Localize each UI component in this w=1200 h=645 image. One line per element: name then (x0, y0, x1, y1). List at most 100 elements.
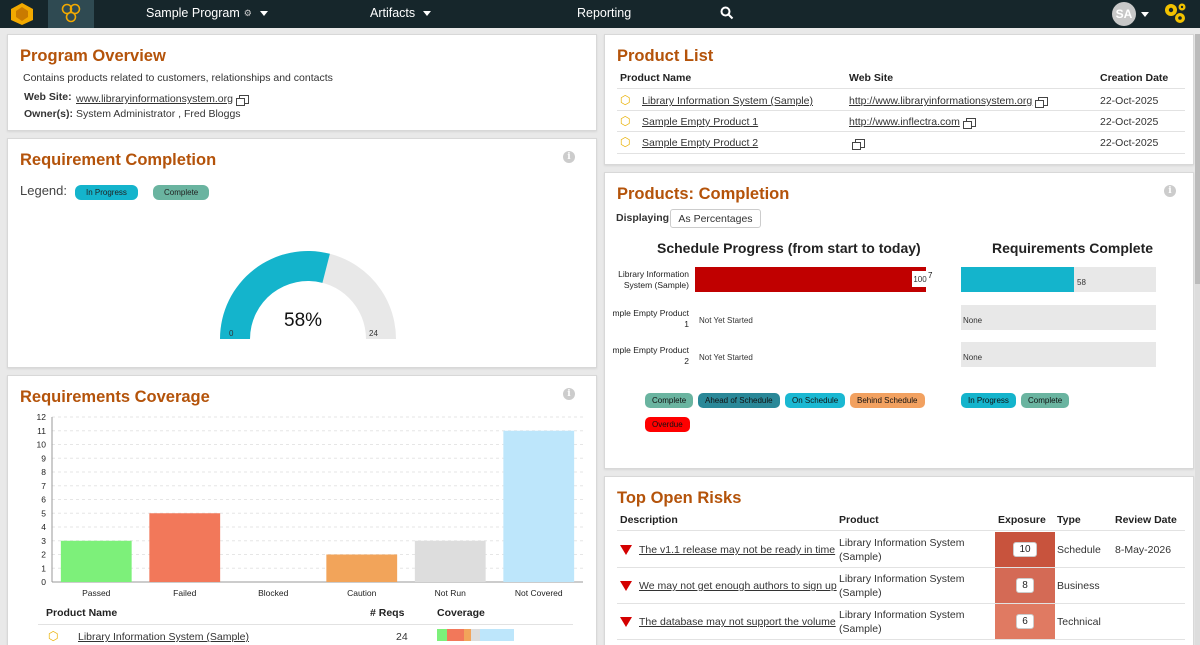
top-nav-bar: Sample Program ⚙ Artifacts Reporting SA (0, 0, 1200, 28)
owners-label: Owner(s): (24, 108, 74, 120)
product-date: 22-Oct-2025 (1100, 116, 1159, 128)
info-icon[interactable]: i (563, 388, 575, 400)
exposure-cell: 6 (995, 604, 1055, 639)
coverage-row-product-link[interactable]: Library Information System (Sample) (78, 631, 249, 643)
exposure-value: 10 (1013, 542, 1037, 557)
chevron-down-icon (423, 10, 432, 16)
risk-product: Library Information System (Sample) (839, 573, 965, 599)
req-bar-fill (961, 267, 1075, 292)
top-open-risks-title: Top Open Risks (617, 489, 742, 507)
legend-in-progress[interactable]: In Progress (961, 393, 1016, 408)
y-tick-label: 12 (37, 412, 47, 422)
x-tick-label: Not Run (435, 588, 466, 598)
divider (617, 88, 1185, 89)
product-name-link[interactable]: Library Information System (Sample) (642, 95, 813, 107)
coverage-col-coverage: Coverage (437, 607, 485, 619)
search-icon[interactable] (720, 6, 734, 23)
user-menu-chevron-icon[interactable] (1141, 12, 1149, 17)
divider (617, 153, 1185, 154)
req-bar-value: None (963, 353, 983, 362)
legend-overdue[interactable]: Overdue (645, 417, 690, 432)
legend-complete-label: Complete (153, 185, 210, 200)
schedule-bar-elapsed (695, 267, 926, 292)
gauge-min: 0 (229, 329, 234, 338)
program-switcher-icon[interactable] (48, 0, 94, 28)
page-scrollbar[interactable] (1195, 34, 1200, 645)
gauge-max: 24 (369, 329, 378, 338)
products-completion-title: Products: Completion (617, 185, 790, 203)
schedule-product-label: Library Information System (Sample) (618, 269, 689, 290)
coverage-segment-not-covered (480, 629, 514, 641)
displaying-select[interactable]: As Percentages (670, 209, 761, 228)
coverage-bar-passed (60, 540, 132, 582)
program-menu[interactable]: Sample Program ⚙ (146, 6, 268, 20)
product-website-cell (849, 137, 865, 150)
divider (617, 110, 1185, 111)
y-tick-label: 2 (41, 550, 46, 560)
legend-complete[interactable]: Complete (1021, 393, 1070, 408)
reporting-menu-label: Reporting (577, 6, 632, 20)
y-tick-label: 1 (41, 563, 46, 573)
spira-logo-icon[interactable] (6, 2, 38, 26)
requirement-completion-title: Requirement Completion (20, 151, 217, 169)
requirements-chart-title: Requirements Complete (992, 240, 1154, 256)
website-link[interactable]: www.libraryinformationsystem.org (76, 93, 233, 105)
req-bar-value: 58 (1077, 278, 1086, 287)
product-col-website: Web Site (849, 72, 894, 84)
product-website-link[interactable]: http://www.inflectra.com (849, 116, 960, 128)
product-website-link[interactable]: http://www.libraryinformationsystem.org (849, 95, 1033, 107)
schedule-chart-title: Schedule Progress (from start to today) (657, 240, 921, 256)
exposure-cell: 8 (995, 568, 1055, 603)
divider (617, 131, 1185, 132)
product-col-name: Product Name (620, 72, 692, 84)
schedule-bar-percent: 100 (912, 271, 928, 287)
open-external-icon[interactable] (235, 94, 249, 106)
user-avatar[interactable]: SA (1112, 2, 1136, 26)
legend-complete[interactable]: Complete (153, 182, 210, 200)
product-name-link[interactable]: Sample Empty Product 1 (642, 116, 759, 128)
legend-ahead-of-schedule[interactable]: Ahead of Schedule (698, 393, 780, 408)
coverage-bar-not-run (414, 540, 486, 582)
schedule-bar-days: 7 (928, 271, 933, 280)
artifacts-menu[interactable]: Artifacts (370, 6, 432, 20)
requirements-coverage-title: Requirements Coverage (20, 388, 210, 406)
legend-in-progress[interactable]: In Progress (75, 182, 138, 200)
legend-on-schedule[interactable]: On Schedule (785, 393, 846, 408)
product-name-link[interactable]: Sample Empty Product 2 (642, 137, 759, 149)
requirements-coverage-card: Requirements Coverage i 0 1 2 3 4 5 6 7 8 9 10 11 12… (7, 375, 597, 645)
risk-col-type: Type (1057, 514, 1081, 526)
product-col-date: Creation Date (1100, 72, 1169, 84)
website-row: www.libraryinformationsystem.org (76, 93, 249, 106)
open-external-icon[interactable] (852, 138, 865, 150)
info-icon[interactable]: i (1164, 185, 1176, 197)
risk-type: Technical (1057, 616, 1101, 628)
risk-description-link[interactable]: We may not get enough authors to sign up (639, 580, 837, 592)
risk-description-link[interactable]: The v1.1 release may not be ready in tim… (639, 544, 836, 556)
x-tick-label: Caution (347, 588, 377, 598)
legend-behind-schedule[interactable]: Behind Schedule (850, 393, 925, 408)
gauge-percent: 58% (284, 310, 323, 331)
product-hex-icon: ⬡ (48, 629, 59, 643)
legend-complete[interactable]: Complete (645, 393, 694, 408)
open-external-icon[interactable] (962, 117, 976, 129)
reporting-menu[interactable]: Reporting (577, 6, 631, 20)
top-open-risks-card: Top Open Risks Description Product Expos… (604, 476, 1194, 645)
risk-col-product: Product (839, 514, 879, 526)
info-icon[interactable]: i (563, 151, 575, 163)
x-tick-label: Not Covered (515, 588, 563, 598)
risk-description-link[interactable]: The database may not support the volume (639, 616, 836, 628)
product-list-title: Product List (617, 47, 714, 65)
y-tick-label: 5 (41, 508, 46, 518)
chevron-down-icon (259, 10, 268, 16)
settings-gears-icon[interactable] (1162, 1, 1188, 30)
divider (617, 603, 1185, 604)
completion-gauge (220, 251, 396, 339)
req-bar-value: None (963, 316, 983, 325)
y-tick-label: 9 (41, 453, 46, 463)
risk-product: Library Information System (Sample) (839, 609, 965, 635)
y-tick-label: 3 (41, 536, 46, 546)
open-external-icon[interactable] (1035, 96, 1049, 108)
scrollbar-thumb[interactable] (1195, 34, 1200, 284)
legend-label: Legend: (20, 183, 67, 198)
